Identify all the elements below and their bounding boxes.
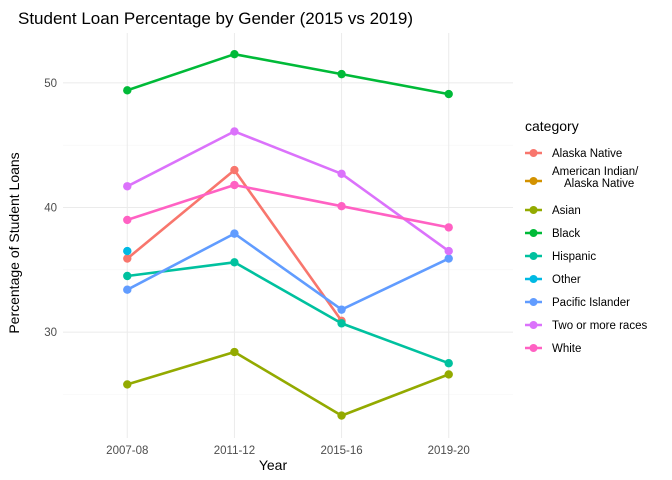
data-point-pacific-islander (230, 229, 239, 238)
data-point-black (337, 69, 346, 79)
data-point-pacific-islander (337, 305, 346, 314)
series-line-pacific-islander (126, 232, 450, 311)
y-axis-title: Percentage of Student Loans (6, 152, 22, 333)
legend-label-two-or-more-races: Two or more races (552, 320, 647, 332)
series-white (123, 180, 453, 232)
x-tick-label: 2019-20 (428, 445, 470, 457)
legend-item-american-indian-alaska-native: American Indian/Alaska Native (525, 166, 639, 190)
legend-item-alaska-native: Alaska Native (525, 148, 622, 160)
legend: category Alaska Native American Indian/Al… (525, 118, 647, 355)
series-line-two-or-more-races (126, 130, 450, 253)
series-line-asian (126, 350, 450, 417)
legend-label-asian: Asian (552, 205, 581, 217)
series-asian (123, 347, 453, 420)
x-tick-label: 2015-16 (320, 445, 362, 457)
data-point-asian (123, 380, 132, 389)
legend-label-alaska-native: Alaska Native (552, 148, 622, 160)
x-axis-ticks: 2007-08 2011-12 2015-16 2019-20 (106, 445, 470, 457)
data-point-hispanic (444, 359, 453, 368)
data-point-white (230, 180, 239, 190)
series-line-white (126, 183, 449, 229)
data-point-black (123, 86, 132, 95)
legend-key-point (529, 298, 538, 306)
y-tick-label: 50 (44, 78, 57, 90)
legend-key-point (529, 177, 538, 185)
x-tick-label: 2011-12 (214, 445, 255, 457)
x-tick-label: 2007-08 (106, 445, 148, 457)
data-point-asian (337, 411, 346, 420)
series-other (123, 246, 132, 256)
series-pacific-islander (123, 229, 453, 314)
y-tick-label: 40 (44, 202, 57, 214)
data-point-white (444, 223, 453, 232)
data-point-hispanic (123, 271, 132, 281)
series-hispanic (123, 258, 453, 368)
legend-label-white: White (552, 343, 581, 355)
legend-key-point (529, 321, 538, 329)
legend-key-point (529, 252, 538, 260)
legend-item-two-or-more-races: Two or more races (525, 320, 647, 332)
legend-label-american-indian-alaska-native: American Indian/Alaska Native (552, 166, 639, 190)
legend-item-other: Other (525, 274, 581, 286)
legend-key-point (529, 206, 538, 214)
data-point-white (337, 202, 346, 211)
data-point-two-or-more-races (444, 246, 453, 256)
series-line-hispanic (127, 260, 450, 365)
data-point-asian (444, 370, 453, 379)
data-point-asian (230, 347, 239, 357)
y-tick-label: 30 (44, 327, 57, 339)
data-point-two-or-more-races (337, 169, 346, 179)
x-axis-title: Year (259, 457, 288, 473)
legend-key-point (529, 344, 538, 352)
legend-item-hispanic: Hispanic (525, 251, 596, 263)
y-axis-ticks: 30 40 50 (44, 78, 57, 339)
series-black (123, 49, 453, 99)
data-point-pacific-islander (123, 285, 132, 294)
series-line-black (126, 52, 449, 96)
data-point-hispanic (337, 319, 346, 328)
data-point-two-or-more-races (123, 182, 132, 191)
legend-title: category (525, 118, 579, 134)
data-point-two-or-more-races (230, 127, 239, 136)
series-lines (123, 49, 453, 420)
legend-label-other: Other (552, 274, 581, 286)
data-point-other (123, 246, 132, 256)
data-point-white (123, 215, 132, 225)
legend-item-white: White (525, 343, 581, 355)
legend-key-point (529, 275, 538, 283)
legend-label-black: Black (552, 228, 580, 240)
legend-label-pacific-islander: Pacific Islander (552, 297, 630, 309)
data-point-pacific-islander (444, 254, 453, 263)
legend-item-black: Black (525, 228, 580, 240)
data-point-hispanic (230, 258, 239, 267)
data-point-alaska-native (123, 254, 132, 263)
legend-key-point (529, 229, 538, 237)
legend-item-pacific-islander: Pacific Islander (525, 297, 630, 309)
data-point-black (230, 49, 239, 59)
legend-key-point (529, 149, 538, 157)
data-point-black (444, 89, 453, 99)
series-two-or-more-races (123, 127, 453, 256)
data-point-alaska-native (230, 165, 239, 175)
series-alaska-native (123, 165, 346, 326)
chart-title: Student Loan Percentage by Gender (2015 … (18, 9, 413, 28)
legend-item-asian: Asian (525, 205, 581, 217)
legend-label-hispanic: Hispanic (552, 251, 596, 263)
